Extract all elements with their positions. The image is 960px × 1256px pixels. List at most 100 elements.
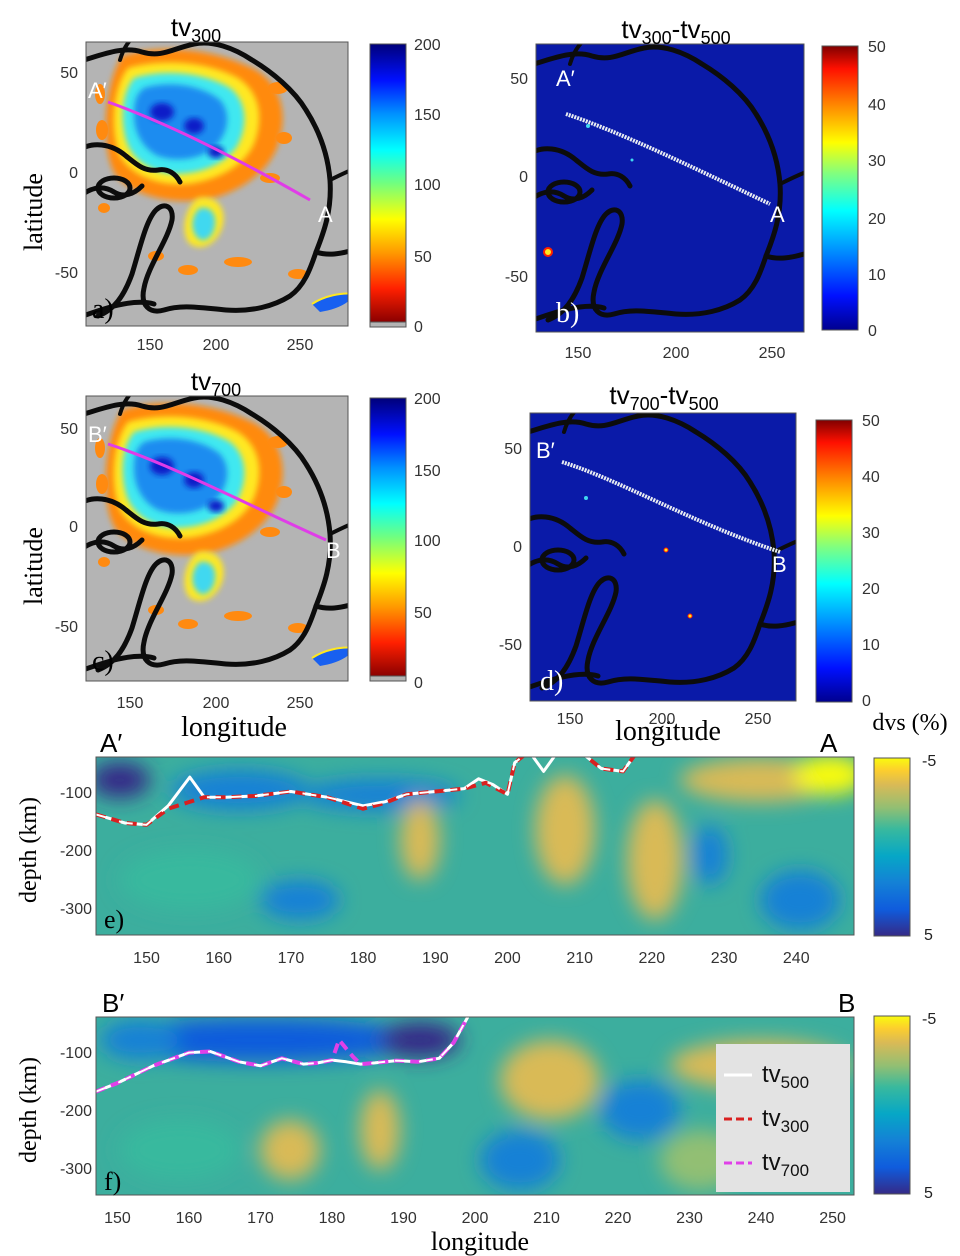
- map-c-panel-label: c): [92, 646, 114, 677]
- map-panel-a: tv300 latitude a) A′ A 50 0 -50 150 200 …: [19, 12, 441, 354]
- map-d-profile-start: B′: [536, 438, 555, 463]
- section-e-colorbar: [873, 757, 911, 937]
- map-d-ytick-m50: -50: [499, 637, 522, 654]
- map-panel-b: tv300-tv500 b) A′ A 50 0 -50 150 200 250…: [505, 14, 886, 362]
- map-d-anomaly: [687, 613, 693, 619]
- map-c-xtick-200: 200: [203, 695, 230, 712]
- map-c-ylabel: latitude: [19, 527, 48, 605]
- map-b-cbar-tick-30: 30: [868, 153, 886, 170]
- map-d-colorbar: [815, 419, 853, 703]
- map-a-frame: [85, 41, 349, 327]
- map-b-anomaly: [630, 158, 634, 162]
- map-a-title: tv300: [171, 12, 221, 46]
- map-a-ytick-0: 0: [69, 165, 78, 182]
- map-b-cbar-tick-50: 50: [868, 39, 886, 56]
- map-d-cbar-tick-10: 10: [862, 637, 880, 654]
- map-c-xlabel: longitude: [181, 712, 287, 743]
- map-d-xtick-250: 250: [745, 711, 772, 728]
- section-e-line-tv500-overlay: [96, 757, 635, 826]
- map-d-cbar-tick-40: 40: [862, 469, 880, 486]
- section-e-cbar-tick-min: -5: [922, 753, 936, 770]
- map-b-xtick-250: 250: [759, 345, 786, 362]
- section-panel-f: B′ B depth (km) longitude f) -100 -200 -…: [16, 988, 936, 1256]
- map-b-cbar-tick-20: 20: [868, 211, 886, 228]
- map-a-panel-label: a): [92, 294, 114, 325]
- map-c-cbar-tick-50: 50: [414, 605, 432, 622]
- map-a-xtick-150: 150: [137, 337, 164, 354]
- section-f-xtick: 150: [104, 1210, 131, 1227]
- section-e-ytick-200: -200: [60, 843, 92, 860]
- section-e-cbar-tick-max: 5: [924, 927, 933, 944]
- section-f-xtick: 250: [819, 1210, 846, 1227]
- section-f-xtick: 230: [676, 1210, 703, 1227]
- section-f-ylabel: depth (km): [16, 1057, 42, 1163]
- map-b-panel-label: b): [556, 298, 579, 329]
- section-e-xtick: 160: [205, 950, 232, 967]
- map-a-cbar-tick-200: 200: [414, 37, 441, 54]
- section-f-ytick-200: -200: [60, 1103, 92, 1120]
- section-f-xtick: 170: [247, 1210, 274, 1227]
- map-b-xtick-200: 200: [663, 345, 690, 362]
- section-e-ytick-100: -100: [60, 785, 92, 802]
- section-e-ytick-300: -300: [60, 901, 92, 918]
- map-b-profile-start: A′: [556, 66, 575, 91]
- map-d-cbar-tick-0: 0: [862, 693, 871, 710]
- map-panel-c: tv700 latitude longitude c) B′ B 50 0 -5…: [19, 366, 441, 743]
- section-f-start-label: B′: [102, 988, 124, 1018]
- map-a-profile-line: [107, 100, 311, 202]
- section-f-xtick: 190: [390, 1210, 417, 1227]
- map-a-xtick-200: 200: [203, 337, 230, 354]
- section-f-xtick: 200: [462, 1210, 489, 1227]
- map-panel-d: tv700-tv500 longitude d) B′ B 50 0 -50 1…: [499, 380, 880, 747]
- section-e-velocity-field: [96, 757, 854, 930]
- map-b-cbar-tick-40: 40: [868, 97, 886, 114]
- section-f-xtick: 220: [605, 1210, 632, 1227]
- map-d-ytick-0: 0: [513, 539, 522, 556]
- section-panel-e: A′ A depth (km) e) -100 -200 -300 150 160…: [16, 710, 948, 967]
- section-f-ytick-300: -300: [60, 1161, 92, 1178]
- section-f-end-label: B: [838, 988, 855, 1018]
- map-d-profile-line: [561, 460, 781, 554]
- map-a-cbar-tick-50: 50: [414, 249, 432, 266]
- map-c-ytick-0: 0: [69, 519, 78, 536]
- section-f-colorbar: [873, 1015, 911, 1195]
- section-e-start-label: A′: [100, 728, 122, 758]
- map-c-colorbar-gray: [369, 675, 407, 682]
- map-b-title: tv300-tv500: [621, 14, 730, 48]
- map-d-cbar-tick-50: 50: [862, 413, 880, 430]
- map-a-xtick-250: 250: [287, 337, 314, 354]
- section-e-xtick: 240: [783, 950, 810, 967]
- map-a-colorbar-gray: [369, 321, 407, 328]
- map-b-xtick-150: 150: [565, 345, 592, 362]
- map-c-ytick-m50: -50: [55, 619, 78, 636]
- map-b-ytick-m50: -50: [505, 269, 528, 286]
- section-f-xlabel: longitude: [431, 1227, 529, 1256]
- map-d-cbar-tick-20: 20: [862, 581, 880, 598]
- map-a-colorbar: [369, 43, 407, 323]
- map-b-colorbar: [821, 45, 859, 331]
- section-e-xtick: 190: [422, 950, 449, 967]
- map-d-cbar-tick-30: 30: [862, 525, 880, 542]
- map-d-panel-label: d): [540, 666, 563, 697]
- map-c-frame: [85, 395, 349, 682]
- map-c-cbar-tick-200: 200: [414, 391, 441, 408]
- map-b-cbar-tick-10: 10: [868, 267, 886, 284]
- map-b-profile-end: A: [770, 202, 785, 227]
- map-a-profile-start: A′: [88, 78, 107, 103]
- map-d-ytick-50: 50: [504, 441, 522, 458]
- legend-label-tv500: tv500: [762, 1061, 809, 1092]
- section-f-xtick: 180: [319, 1210, 346, 1227]
- legend-label-tv300: tv300: [762, 1105, 809, 1136]
- map-c-xtick-150: 150: [117, 695, 144, 712]
- map-c-cbar-tick-100: 100: [414, 533, 441, 550]
- section-f-xtick: 160: [176, 1210, 203, 1227]
- map-d-xlabel: longitude: [615, 716, 721, 747]
- map-c-profile-end: B: [326, 538, 341, 563]
- section-e-xtick: 210: [566, 950, 593, 967]
- section-f-line-tv500-overlay: [96, 1017, 469, 1093]
- map-b-ytick-50: 50: [510, 71, 528, 88]
- map-b-profile-line: [565, 112, 771, 206]
- map-a-ytick-m50: -50: [55, 265, 78, 282]
- section-e-xtick: 220: [639, 950, 666, 967]
